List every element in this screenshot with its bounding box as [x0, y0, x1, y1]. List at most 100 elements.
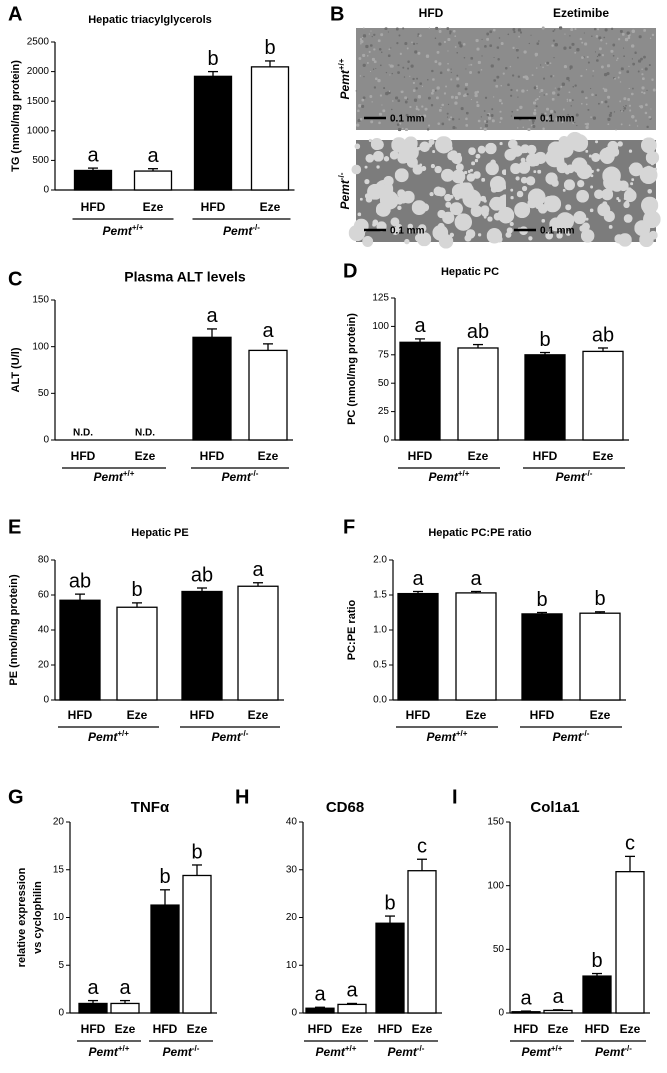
droplet: [581, 42, 583, 44]
droplet: [371, 138, 383, 150]
y-tick-label: 5: [58, 960, 64, 971]
scale-label: 0.1 mm: [540, 226, 575, 237]
droplet: [609, 225, 613, 229]
droplet: [623, 97, 626, 100]
droplet: [486, 33, 489, 36]
droplet: [645, 67, 648, 70]
droplet: [478, 233, 481, 236]
droplet: [421, 166, 426, 171]
droplet: [480, 127, 482, 129]
bar: [78, 1002, 108, 1014]
droplet: [629, 167, 632, 170]
droplet: [627, 98, 630, 101]
droplet: [542, 26, 545, 29]
droplet: [550, 75, 552, 77]
droplet: [612, 168, 618, 174]
droplet: [556, 158, 564, 166]
droplet: [431, 92, 434, 95]
droplet: [429, 192, 433, 196]
droplet: [532, 74, 534, 76]
droplet: [617, 58, 619, 60]
droplet: [465, 83, 468, 86]
droplet: [581, 90, 584, 93]
droplet: [416, 43, 417, 44]
droplet: [450, 116, 452, 118]
y-tick-label: 100: [32, 341, 49, 352]
droplet: [472, 149, 475, 152]
droplet: [435, 136, 452, 153]
droplet: [401, 143, 419, 161]
droplet: [556, 232, 563, 239]
chart-panel: F Hepatic PC:PE ratio PC:PE ratio 0.0 0.5 1.0…: [343, 516, 626, 744]
y-tick-label: 50: [378, 378, 390, 389]
x-tick-label: Eze: [412, 1022, 433, 1036]
droplet: [426, 54, 430, 58]
droplet: [553, 57, 554, 58]
group-label: Pemt-/-: [595, 1044, 632, 1060]
droplet: [428, 125, 430, 127]
droplet: [470, 64, 472, 66]
droplet: [545, 62, 547, 64]
droplet: [380, 33, 383, 36]
droplet: [397, 123, 400, 126]
droplet: [407, 98, 409, 100]
droplet: [573, 211, 586, 224]
y-axis-label: ALT (U/l): [10, 347, 22, 392]
droplet: [535, 99, 537, 101]
gene-name: Pemt: [388, 1045, 418, 1059]
droplet: [518, 36, 520, 38]
droplet: [415, 87, 418, 90]
significance-letter: a: [346, 980, 358, 1002]
droplet: [624, 189, 637, 202]
droplet: [605, 28, 608, 31]
droplet: [621, 67, 624, 70]
droplet: [437, 122, 440, 125]
x-tick-label: HFD: [533, 449, 558, 463]
droplet: [634, 220, 650, 236]
droplet: [401, 90, 404, 93]
droplet: [625, 105, 627, 107]
droplet: [381, 104, 382, 105]
droplet: [601, 189, 613, 201]
droplet: [512, 28, 515, 31]
droplet: [556, 118, 559, 121]
chart-title: Plasma ALT levels: [124, 269, 246, 285]
significance-letter: a: [119, 977, 131, 999]
droplet: [464, 171, 467, 174]
row-label: Pemt+/+: [337, 58, 353, 99]
droplet: [536, 42, 539, 45]
droplet: [402, 27, 404, 29]
droplet: [476, 91, 479, 94]
panel-letter: B: [330, 3, 344, 25]
droplet: [444, 194, 452, 202]
droplet: [641, 86, 644, 89]
droplet: [584, 32, 585, 33]
droplet: [364, 179, 369, 184]
droplet: [611, 179, 623, 191]
droplet: [499, 99, 502, 102]
droplet: [517, 206, 528, 217]
droplet: [620, 81, 622, 83]
droplet: [452, 118, 455, 121]
droplet: [642, 77, 645, 80]
bar: [582, 350, 624, 441]
droplet: [614, 78, 616, 80]
y-tick-label: 1500: [27, 96, 50, 107]
droplet: [484, 216, 487, 219]
x-tick-label: HFD: [71, 449, 96, 463]
significance-letter: a: [252, 559, 264, 581]
droplet: [381, 52, 382, 53]
droplet: [631, 93, 634, 96]
droplet: [510, 189, 513, 192]
bar: [250, 66, 290, 191]
gene-name: Pemt: [94, 470, 124, 484]
droplet: [471, 161, 475, 165]
droplet: [552, 98, 555, 101]
droplet: [629, 105, 631, 107]
genotype: +/+: [118, 1044, 130, 1053]
droplet: [626, 31, 629, 34]
significance-letter: a: [147, 145, 159, 167]
droplet: [424, 108, 427, 111]
